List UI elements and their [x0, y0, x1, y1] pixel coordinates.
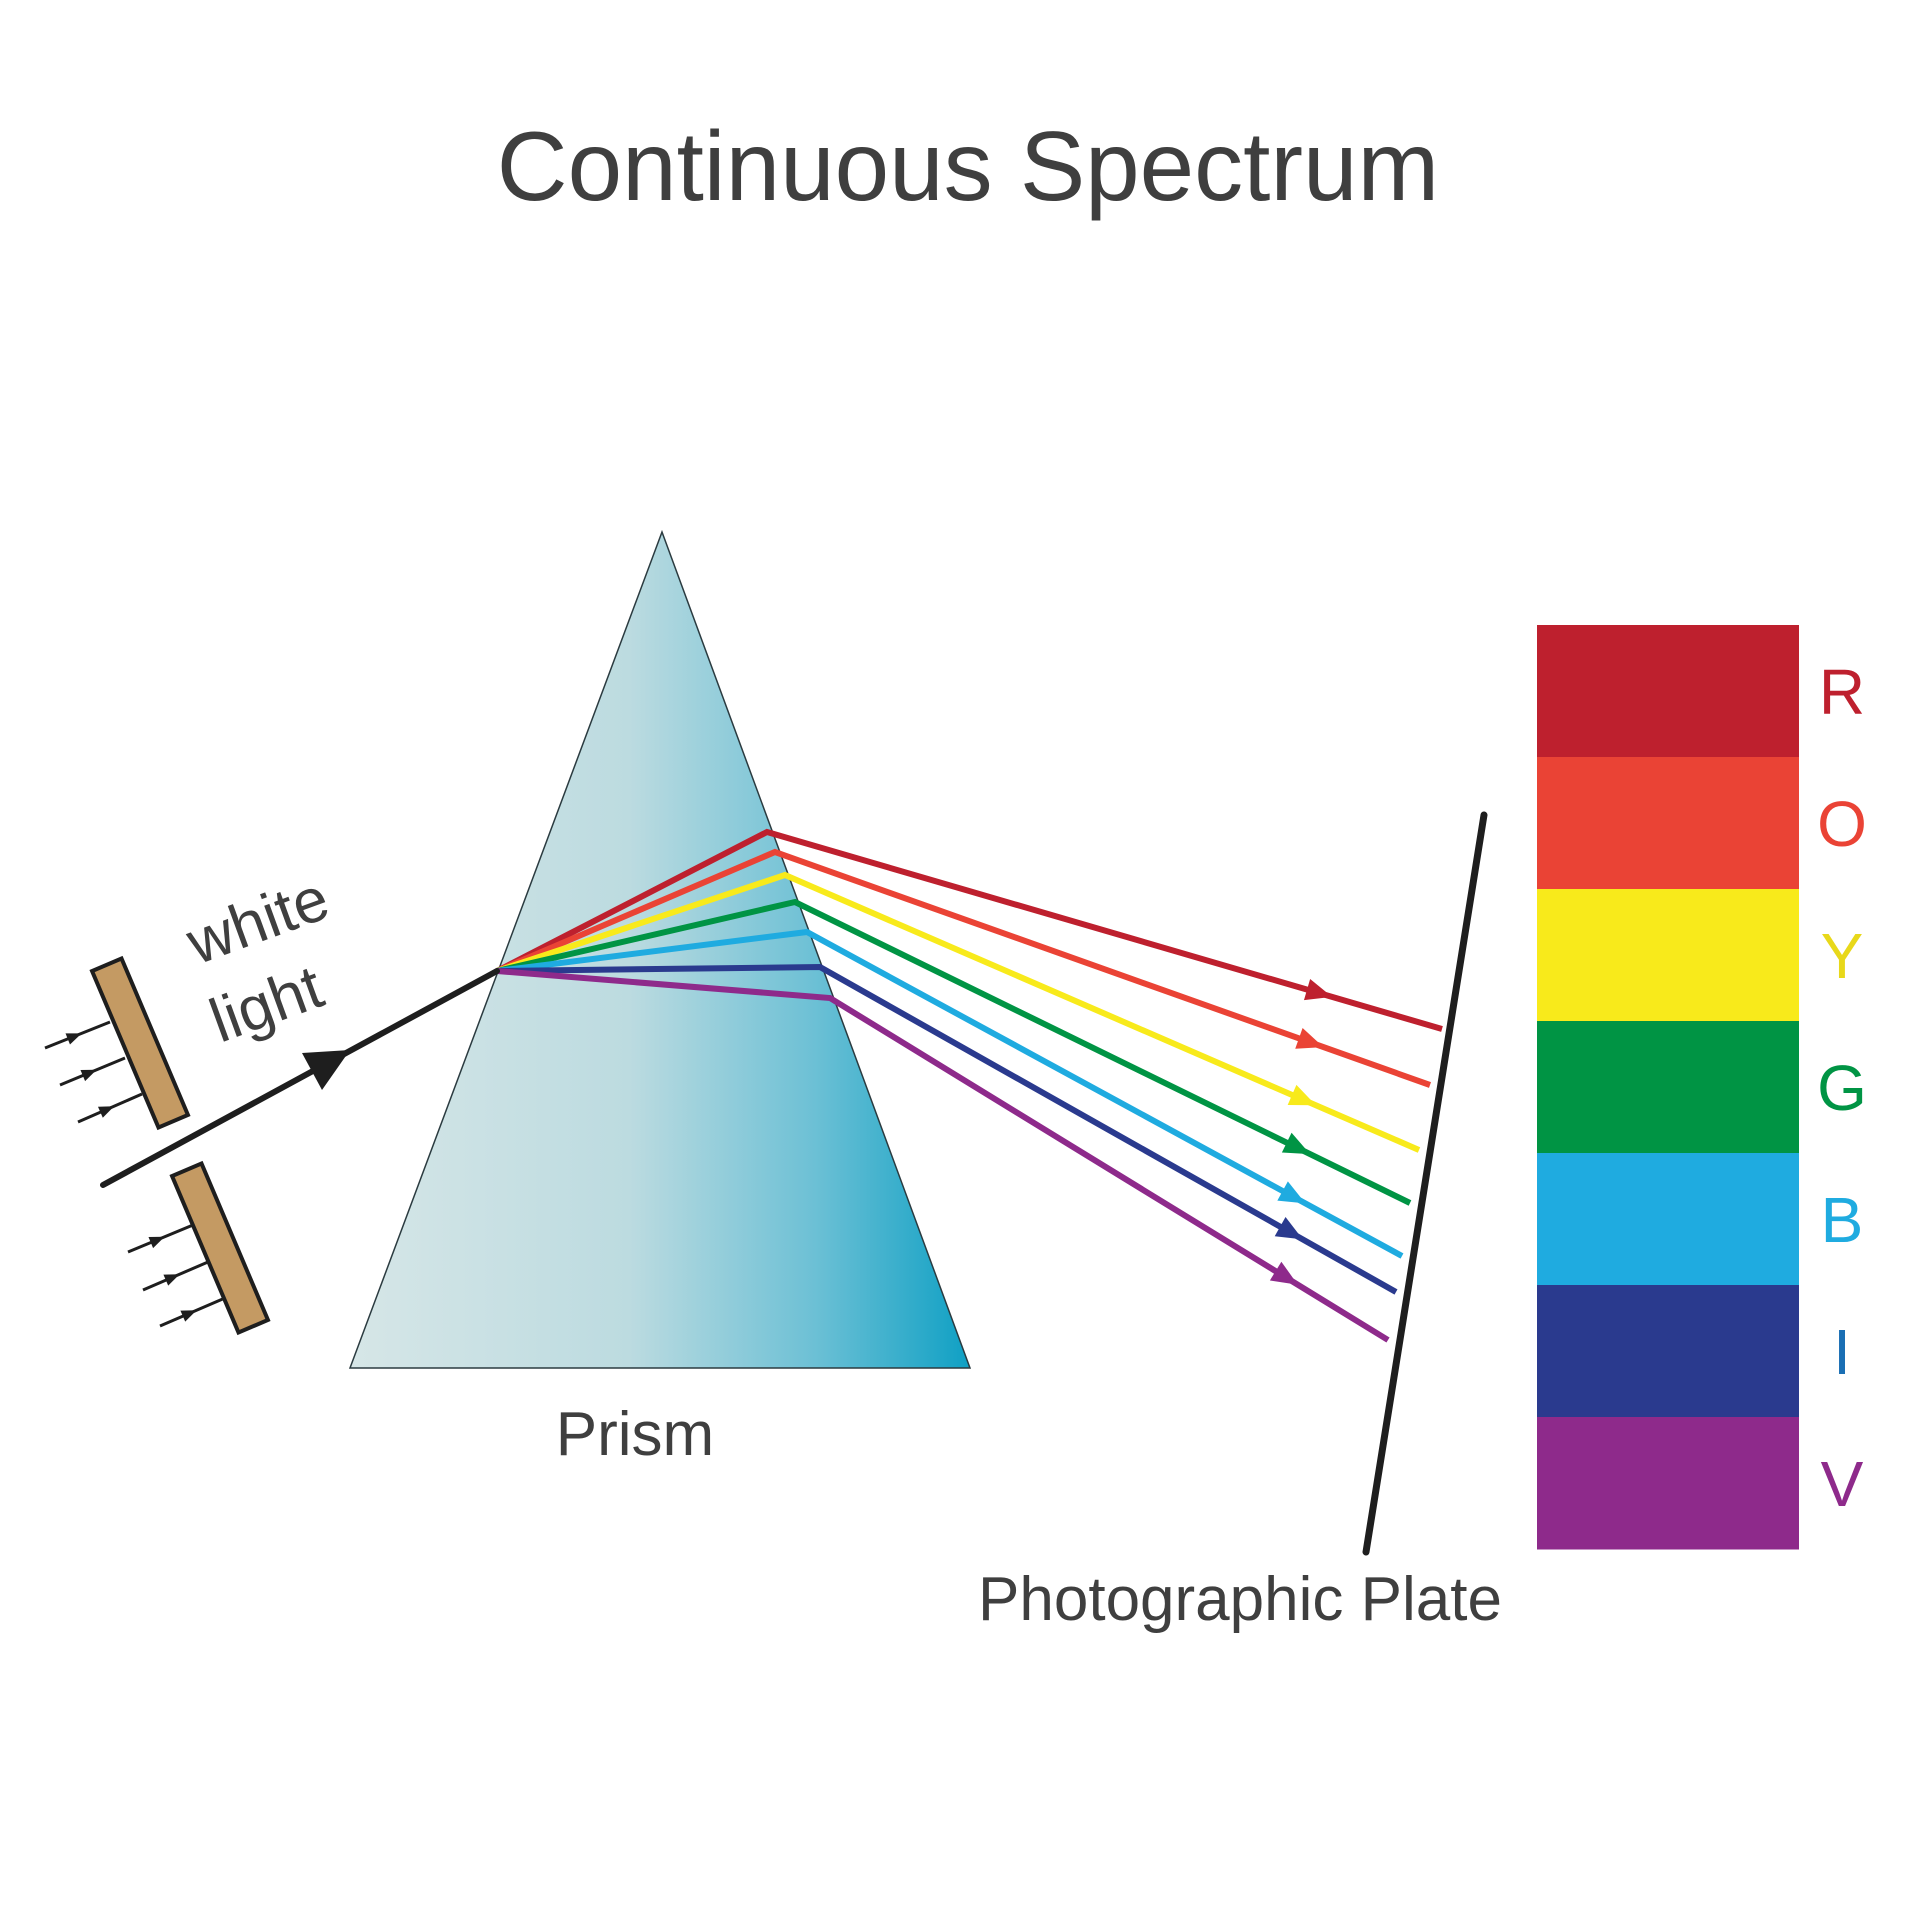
ray-i — [496, 963, 1398, 1295]
ray-arrowhead-g — [1281, 1132, 1311, 1155]
slit-upper — [89, 955, 191, 1131]
spectrum-band-g — [1537, 1021, 1799, 1154]
dispersed-rays — [495, 828, 1443, 1343]
plate-label: Photographic Plate — [978, 1565, 1502, 1634]
spectrum-band-i — [1537, 1285, 1799, 1418]
slit-arrow — [77, 1092, 143, 1124]
spectrum-letter-i: I — [1833, 1316, 1851, 1388]
prism-label: Prism — [556, 1400, 714, 1469]
spectrum-letter-y: Y — [1821, 920, 1864, 992]
ray-b — [496, 928, 1404, 1259]
slit-arrow — [59, 1056, 126, 1087]
slit-arrow — [44, 1020, 111, 1050]
spectrum-band-y — [1537, 889, 1799, 1022]
spectrum-letter-o: O — [1817, 788, 1867, 860]
slit-arrow — [127, 1223, 194, 1254]
white-light-ray — [100, 968, 500, 1188]
ray-arrowhead-v — [1269, 1261, 1298, 1285]
ray-v — [496, 968, 1390, 1343]
slit-arrow — [142, 1260, 209, 1292]
spectrum-band-v — [1537, 1417, 1799, 1550]
slits — [89, 955, 271, 1336]
diagram-title: Continuous Spectrum — [497, 111, 1439, 221]
spectrum-letter-g: G — [1817, 1052, 1867, 1124]
ray-arrowhead-o — [1295, 1028, 1324, 1049]
ray-arrowhead-b — [1277, 1181, 1306, 1204]
slit-lower — [169, 1160, 271, 1336]
ray-r — [495, 828, 1443, 1032]
white-light-label-line1: white — [177, 864, 338, 979]
ray-arrowhead-i — [1274, 1217, 1303, 1240]
ray-g — [496, 898, 1412, 1206]
spectrum-bar — [1537, 625, 1799, 1550]
slit-arrow — [159, 1296, 226, 1328]
spectrum-band-r — [1537, 625, 1799, 758]
photographic-plate — [1362, 811, 1488, 1556]
spectrum-band-b — [1537, 1153, 1799, 1286]
spectrum-letter-v: V — [1821, 1448, 1864, 1520]
slit-incoming-arrows — [44, 1020, 226, 1328]
spectrum-letter-b: B — [1821, 1184, 1864, 1256]
ray-o — [495, 848, 1432, 1088]
ray-y — [496, 871, 1421, 1153]
ray-arrowhead — [302, 1050, 350, 1090]
ray-arrowhead-r — [1303, 979, 1333, 1001]
spectrum-band-o — [1537, 757, 1799, 890]
ray-arrowhead-y — [1287, 1084, 1316, 1106]
spectrum-letter-r: R — [1819, 656, 1865, 728]
